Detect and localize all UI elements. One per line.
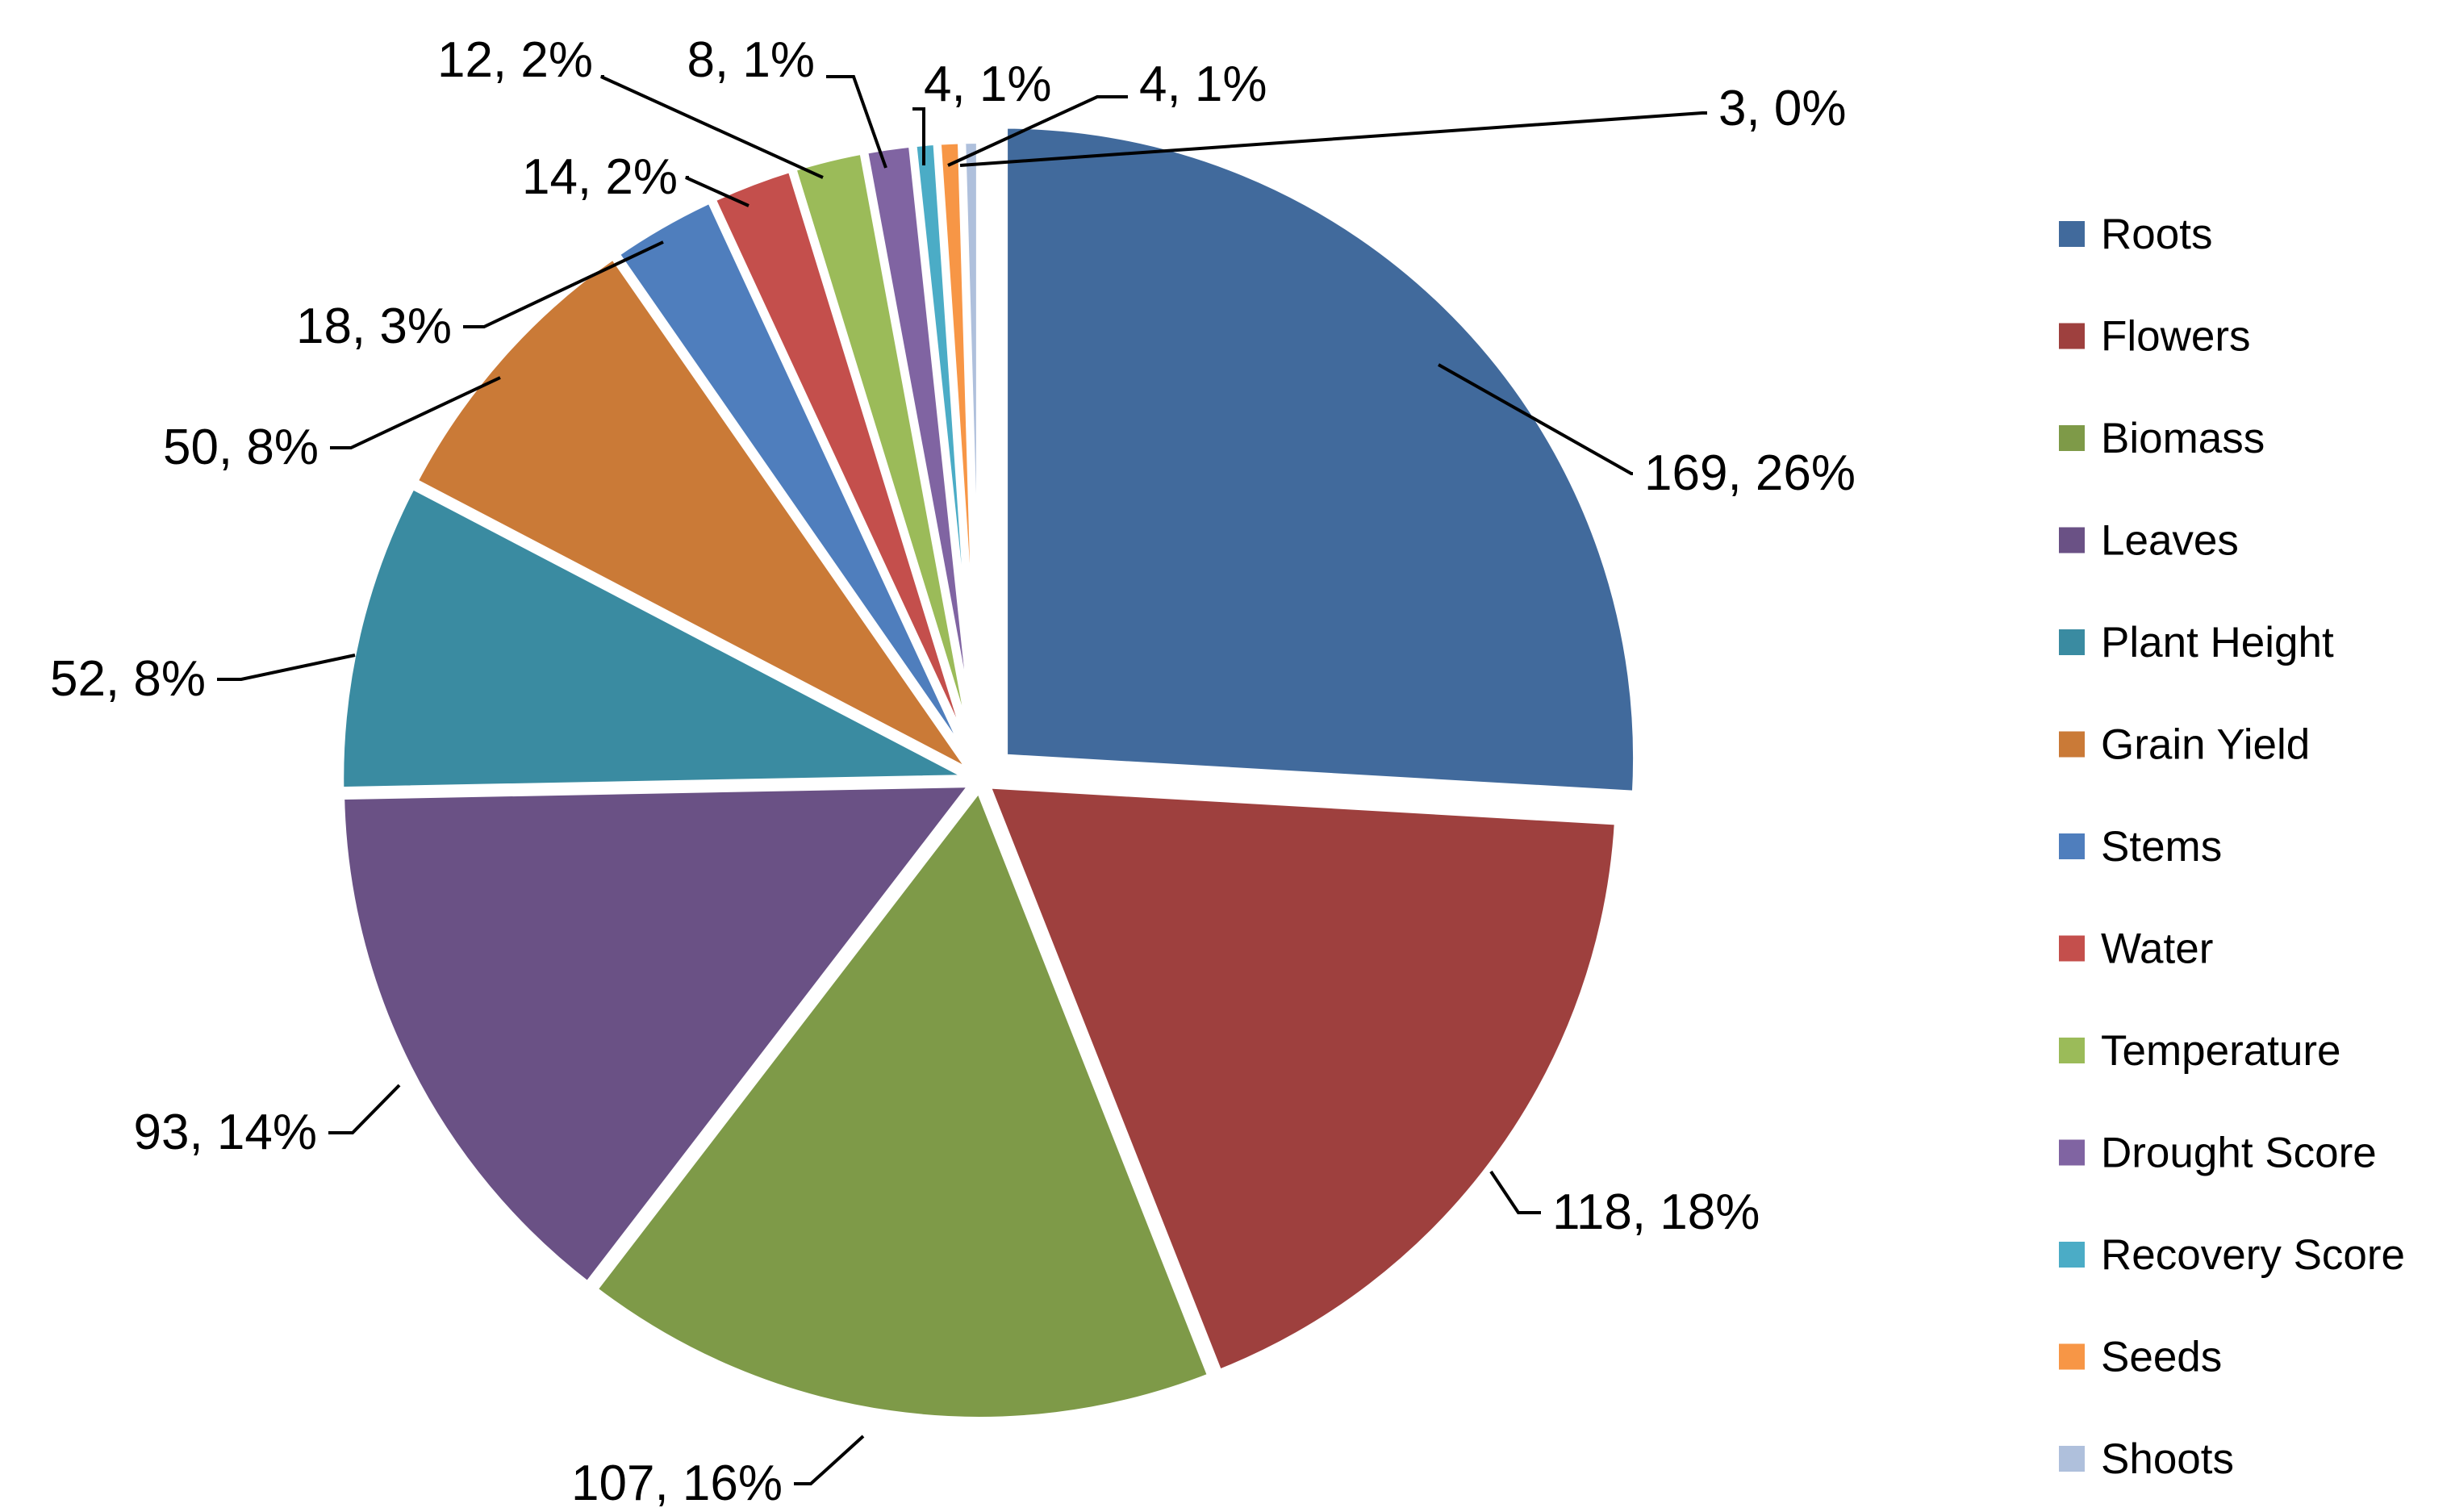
legend-label: Temperature <box>2101 1027 2341 1075</box>
data-label-flowers: 118, 18% <box>1552 1184 1760 1240</box>
legend-item: Shoots <box>2059 1435 2234 1483</box>
data-label-seeds: 4, 1% <box>1139 56 1267 112</box>
legend-item: Grain Yield <box>2059 721 2310 769</box>
data-label-roots: 169, 26% <box>1644 445 1856 501</box>
pie-slice-leaves <box>336 779 983 1292</box>
legend-swatch <box>2059 731 2085 758</box>
legend-label: Seeds <box>2101 1334 2222 1381</box>
legend-item: Water <box>2059 925 2213 973</box>
pie-slice-shoots <box>958 136 984 774</box>
legend-item: Temperature <box>2059 1027 2341 1075</box>
pie-slice-flowers <box>979 779 1623 1379</box>
legend-item: Plant Height <box>2059 619 2334 666</box>
legend-swatch <box>2059 1446 2085 1472</box>
legend-swatch <box>2059 1038 2085 1063</box>
legend-label: Plant Height <box>2101 619 2334 666</box>
data-label-stems: 18, 3% <box>296 299 452 354</box>
legend-label: Stems <box>2101 823 2222 871</box>
leader-line-shoots <box>959 111 1707 167</box>
leader-lines-layer <box>217 75 1707 1485</box>
leader-line-temperature <box>600 75 824 179</box>
leader-line-stems <box>463 240 664 328</box>
legend-label: Recovery Score <box>2101 1231 2405 1279</box>
legend-item: Biomass <box>2059 415 2265 462</box>
data-label-leaves: 93, 14% <box>133 1105 317 1160</box>
legend-item: Leaves <box>2059 517 2239 565</box>
data-label-drought-score: 8, 1% <box>687 32 815 88</box>
leader-line-plant-height <box>217 654 356 681</box>
leader-line-grain-yield <box>330 376 501 449</box>
data-labels-layer: 169, 26% 118, 18% 107, 16% 93, 14% 52, 8% 50,… <box>50 32 1856 1511</box>
data-label-shoots: 3, 0% <box>1718 81 1847 136</box>
legend-swatch <box>2059 1139 2085 1166</box>
legend-label: Drought Score <box>2101 1130 2377 1177</box>
leader-line-drought-score <box>826 75 887 169</box>
data-label-plant-height: 52, 8% <box>50 651 206 707</box>
legend-swatch <box>2059 833 2085 859</box>
data-label-recovery-score: 4, 1% <box>924 56 1052 112</box>
pie-slice-roots <box>1000 120 1642 800</box>
legend-label: Leaves <box>2101 517 2239 565</box>
data-label-temperature: 12, 2% <box>437 32 593 88</box>
legend-label: Roots <box>2101 211 2212 258</box>
legend-swatch <box>2059 1343 2085 1370</box>
data-label-grain-yield: 50, 8% <box>163 420 319 475</box>
legend-item: Seeds <box>2059 1334 2222 1381</box>
data-label-water: 14, 2% <box>522 149 678 205</box>
leader-line-seeds <box>947 95 1128 167</box>
legend-item: Roots <box>2059 211 2212 258</box>
legend-swatch <box>2059 221 2085 247</box>
legend-label: Shoots <box>2101 1435 2234 1483</box>
leader-line-biomass <box>794 1435 865 1485</box>
legend-item: Recovery Score <box>2059 1231 2405 1279</box>
leader-line-flowers <box>1489 1170 1541 1214</box>
legend-item: Flowers <box>2059 313 2251 361</box>
legend-swatch <box>2059 425 2085 451</box>
legend-swatch <box>2059 1242 2085 1268</box>
pie-slice-grain-yield <box>407 249 979 779</box>
legend-swatch <box>2059 935 2085 962</box>
leader-line-roots <box>1438 363 1633 475</box>
pie-slice-biomass <box>587 779 1217 1425</box>
legend-swatch <box>2059 323 2085 349</box>
leader-line-leaves <box>328 1084 401 1134</box>
legend: Roots Flowers Biomass Leaves Plant Height Gra… <box>2059 211 2405 1483</box>
leader-line-water <box>685 176 749 207</box>
legend-label: Flowers <box>2101 313 2251 361</box>
slices-layer <box>336 120 1642 1425</box>
legend-swatch <box>2059 629 2085 655</box>
legend-swatch <box>2059 527 2085 553</box>
legend-label: Biomass <box>2101 415 2265 462</box>
legend-label: Water <box>2101 925 2213 973</box>
legend-item: Drought Score <box>2059 1130 2377 1177</box>
pie-slice-plant-height <box>336 479 975 796</box>
legend-item: Stems <box>2059 823 2222 871</box>
data-label-biomass: 107, 16% <box>571 1456 783 1511</box>
leader-line-recovery-score <box>912 107 925 165</box>
legend-label: Grain Yield <box>2101 721 2310 769</box>
